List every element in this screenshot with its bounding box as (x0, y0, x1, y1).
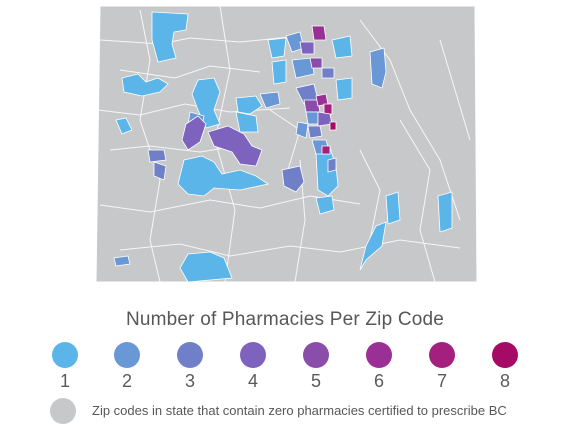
zip-region (235, 95, 263, 115)
zip-region (385, 191, 401, 225)
zip-region (151, 11, 189, 63)
legend-label: 4 (247, 371, 258, 391)
legend-swatch (240, 342, 266, 368)
zip-region (307, 125, 323, 139)
legend-label: 5 (310, 371, 321, 391)
legend-swatch (429, 342, 455, 368)
zip-region (177, 155, 270, 197)
zip-region (323, 103, 333, 115)
zip-region (321, 67, 335, 79)
zip-region (191, 77, 221, 129)
legend-scale: 1 2 3 4 5 6 7 8 (45, 342, 535, 392)
zip-region (331, 35, 353, 59)
zip-region (315, 195, 335, 215)
legend-label: 8 (499, 371, 510, 391)
legend-swatch (114, 342, 140, 368)
zip-regions (113, 11, 453, 283)
zip-region (181, 115, 207, 151)
zip-region (359, 221, 387, 271)
zip-region (281, 165, 305, 193)
zip-region (115, 117, 133, 135)
legend-swatch-zero (50, 398, 76, 424)
zip-region (207, 125, 263, 167)
zip-region (437, 191, 453, 233)
zip-region (259, 91, 281, 109)
zip-region (327, 157, 337, 173)
legend-zero-label: Zip codes in state that contain zero pha… (92, 403, 507, 418)
legend-item-7: 7 (422, 342, 462, 392)
zip-region (271, 59, 287, 85)
zip-region (321, 145, 331, 155)
legend-item-5: 5 (296, 342, 336, 392)
legend-swatch (52, 342, 78, 368)
legend-label: 6 (373, 371, 384, 391)
zip-region (121, 73, 169, 97)
colorado-zip-code-map (95, 5, 478, 283)
legend-label: 3 (184, 371, 195, 391)
legend-item-3: 3 (170, 342, 210, 392)
state-outline (95, 5, 478, 283)
legend-item-8: 8 (485, 342, 525, 392)
zip-region (267, 37, 287, 59)
legend-label: 7 (436, 371, 447, 391)
zip-region (113, 255, 131, 267)
zip-region (147, 149, 167, 163)
legend-swatch (366, 342, 392, 368)
zip-region (329, 121, 337, 131)
legend-item-1: 1 (45, 342, 85, 392)
legend-item-2: 2 (107, 342, 147, 392)
zip-region (305, 111, 319, 125)
zip-region (235, 111, 259, 133)
legend-item-6: 6 (359, 342, 399, 392)
zip-region (311, 25, 327, 41)
legend-zero-pharmacies: Zip codes in state that contain zero pha… (50, 398, 560, 426)
zip-region (295, 121, 309, 139)
zip-region (335, 77, 353, 101)
legend-item-4: 4 (233, 342, 273, 392)
legend-swatch (177, 342, 203, 368)
legend-swatch (303, 342, 329, 368)
zip-region (369, 47, 387, 89)
legend-label: 2 (121, 371, 132, 391)
legend-title: Number of Pharmacies Per Zip Code (125, 309, 445, 330)
zip-region (309, 57, 323, 69)
zip-region (291, 57, 315, 79)
zip-region (153, 161, 167, 181)
zip-region (299, 41, 315, 55)
legend-label: 1 (59, 371, 70, 391)
legend-swatch (492, 342, 518, 368)
zip-region (179, 251, 233, 283)
